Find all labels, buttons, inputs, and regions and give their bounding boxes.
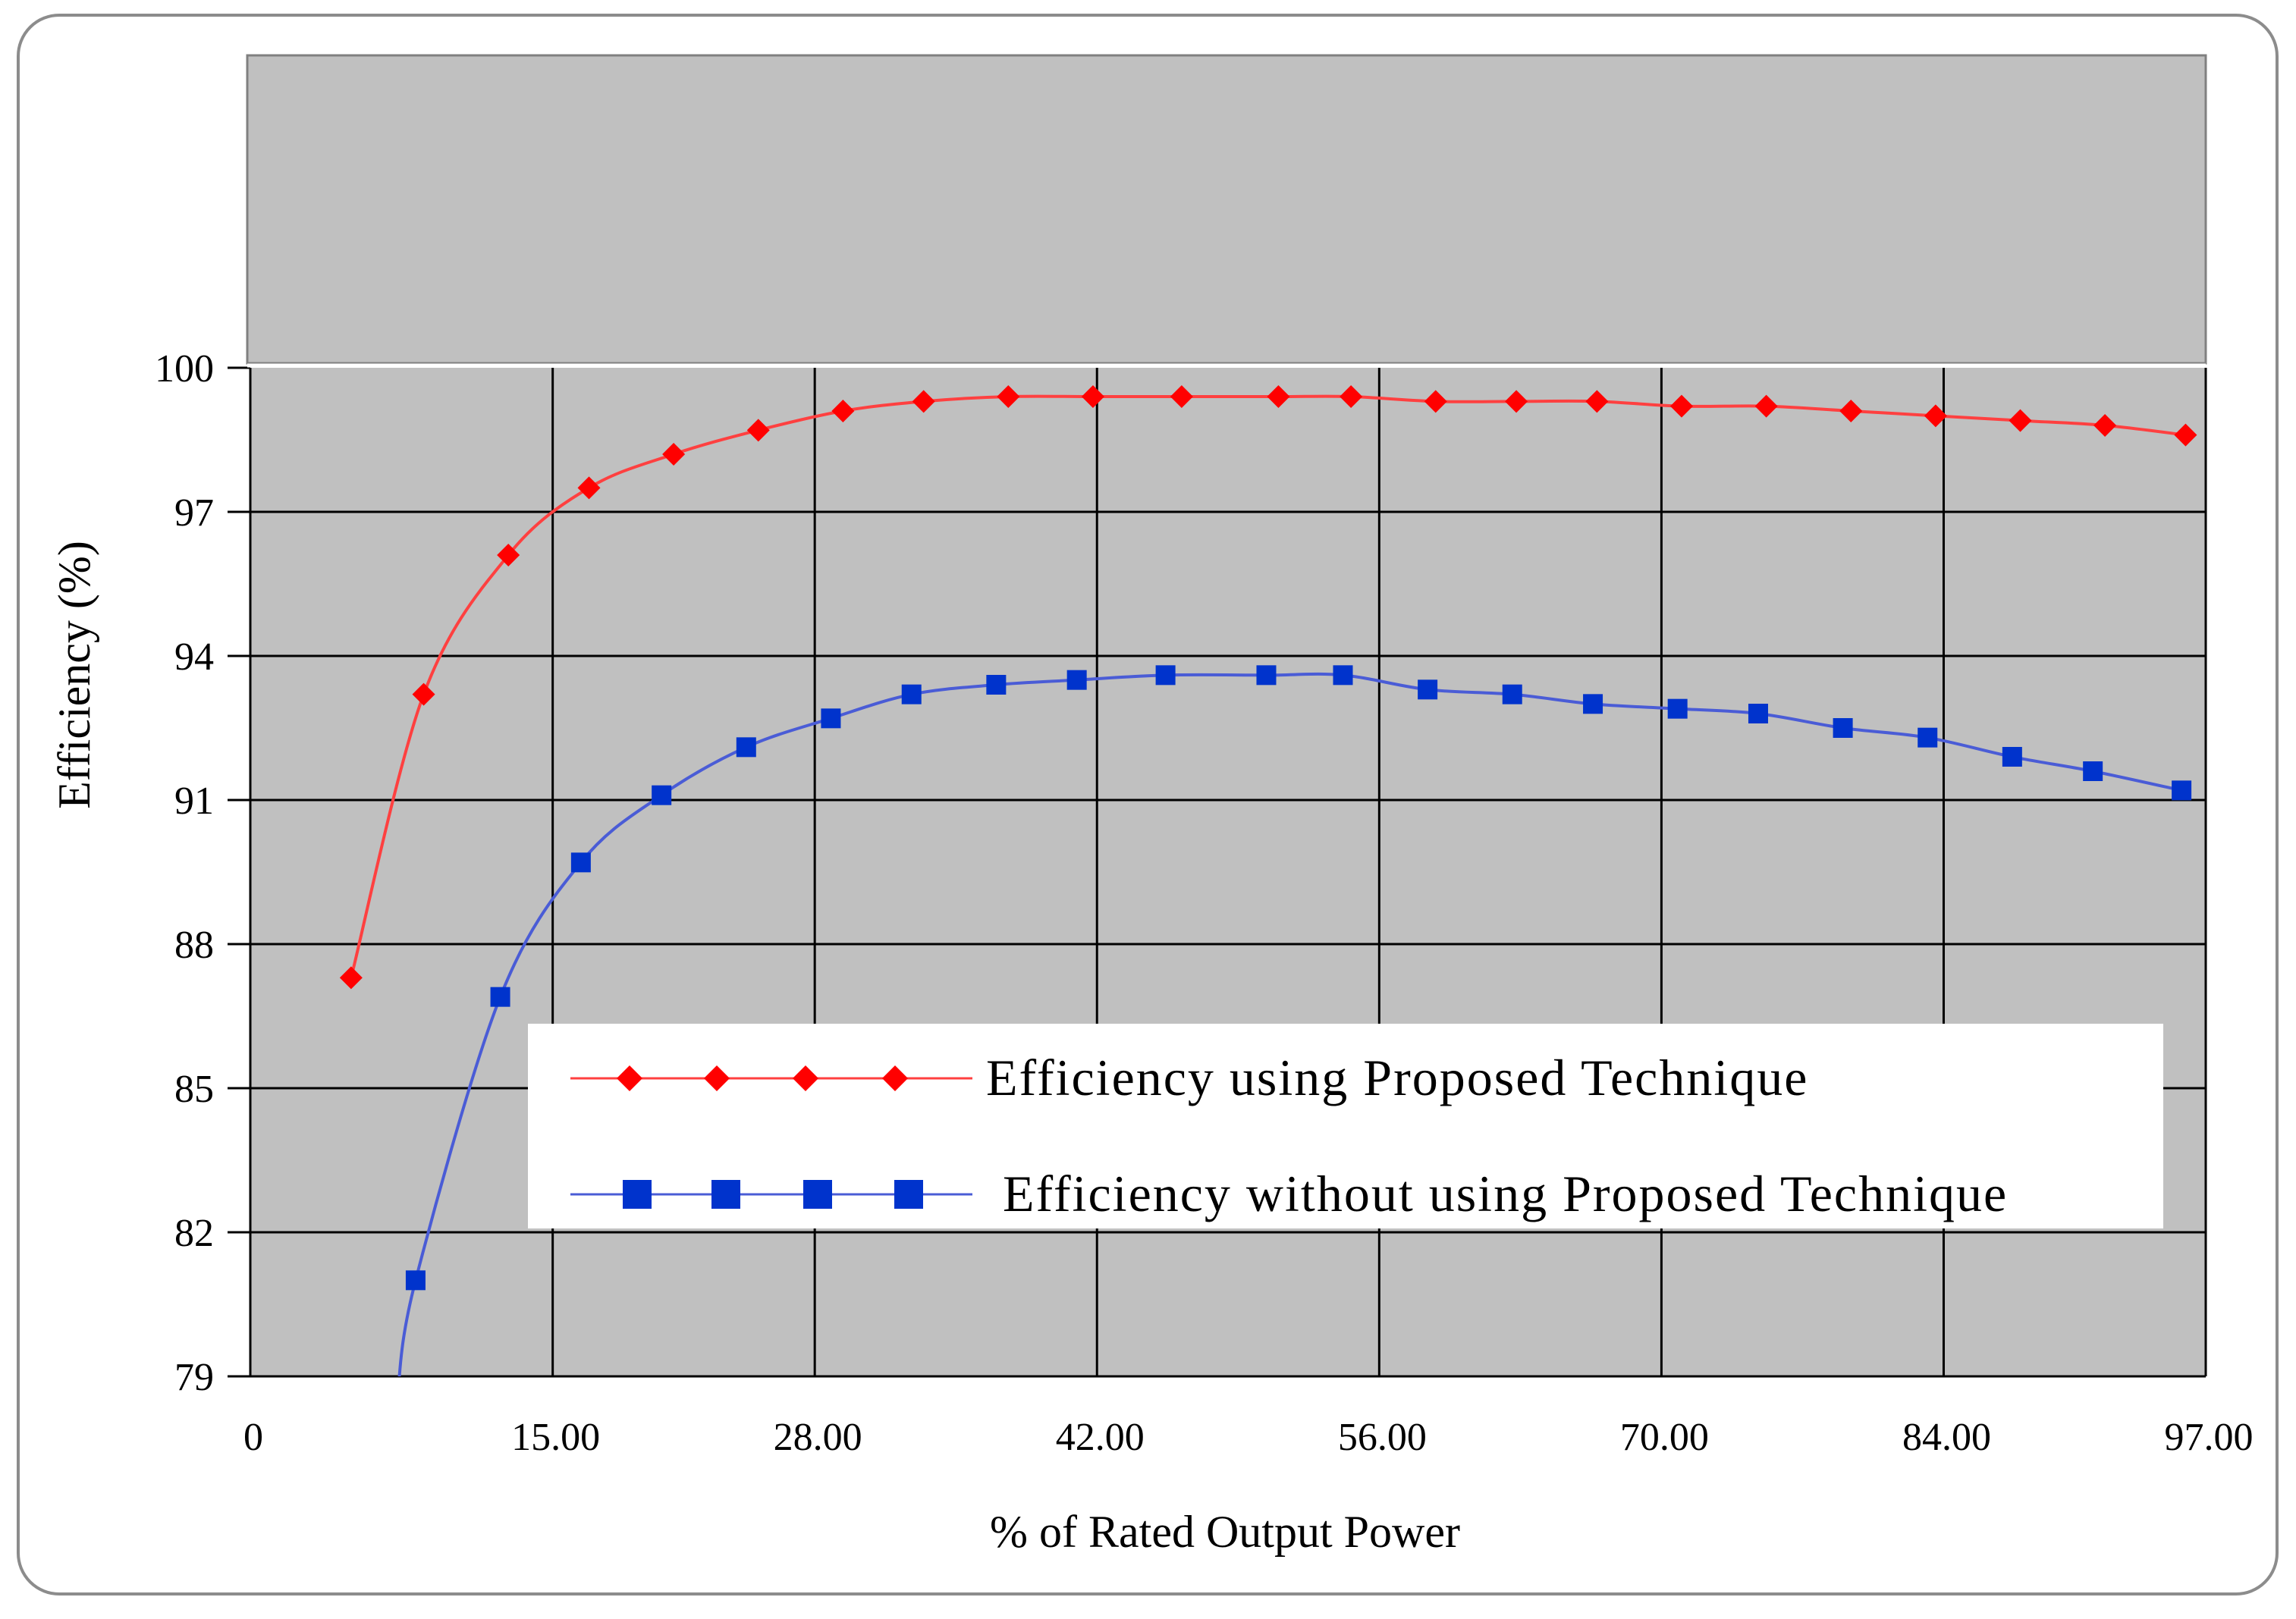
- data-point-diamond: [997, 385, 1020, 408]
- data-point-square: [1502, 684, 1522, 704]
- y-axis-title: Efficiency (%): [49, 541, 99, 809]
- data-point-square: [736, 737, 756, 758]
- x-tick-label: 28.00: [774, 1416, 862, 1459]
- x-tick-label: 0: [243, 1416, 263, 1459]
- y-tick-label: 79: [174, 1356, 214, 1399]
- data-point-diamond: [1669, 394, 1693, 418]
- x-tick-label: 70.00: [1620, 1416, 1709, 1459]
- legend-marker-diamond: [704, 1065, 730, 1091]
- data-point-diamond: [1170, 385, 1193, 408]
- data-point-diamond: [1585, 390, 1609, 413]
- data-point-square: [1418, 679, 1438, 700]
- data-point-diamond: [2009, 409, 2032, 432]
- data-point-diamond: [577, 476, 601, 500]
- data-point-diamond: [1505, 390, 1528, 413]
- legend-marker-square: [623, 1180, 652, 1209]
- series-layer: [339, 385, 2197, 1376]
- data-point-square: [986, 675, 1007, 695]
- data-point-diamond: [497, 544, 520, 566]
- data-point-diamond: [1081, 385, 1104, 408]
- data-point-square: [570, 852, 591, 873]
- data-point-square: [2083, 761, 2103, 781]
- data-point-square: [1833, 718, 1853, 738]
- data-point-diamond: [1267, 385, 1290, 408]
- data-point-square: [1667, 698, 1688, 719]
- legend-label: Efficiency using Proposed Technique: [986, 1049, 1808, 1106]
- x-tick-label: 42.00: [1056, 1416, 1145, 1459]
- data-point-square: [821, 708, 841, 729]
- data-point-diamond: [1924, 404, 1947, 428]
- data-point-square: [1066, 670, 1087, 690]
- data-point-square: [1583, 694, 1603, 714]
- data-point-diamond: [746, 419, 770, 442]
- data-point-diamond: [912, 390, 935, 413]
- data-point-diamond: [412, 682, 435, 706]
- data-point-square: [1748, 704, 1768, 723]
- x-tick-label: 97.00: [2165, 1416, 2254, 1459]
- legend-label: Efficiency without using Proposed Techni…: [1003, 1165, 2008, 1222]
- legend-marker-diamond: [617, 1065, 642, 1091]
- x-axis-title: % of Rated Output Power: [990, 1507, 1460, 1557]
- legend-marker-square: [894, 1180, 923, 1209]
- data-point-square: [1155, 665, 1176, 686]
- data-point-square: [2002, 747, 2022, 767]
- legend-marker-diamond: [882, 1065, 908, 1091]
- x-tick-label: 84.00: [1902, 1416, 1991, 1459]
- y-tick-label: 85: [174, 1068, 214, 1111]
- data-point-diamond: [1340, 385, 1363, 408]
- y-tick-label: 82: [174, 1212, 214, 1255]
- data-point-diamond: [1839, 400, 1863, 422]
- x-tick-label: 56.00: [1338, 1416, 1427, 1459]
- legend: Efficiency using Proposed Technique Effic…: [570, 1049, 2008, 1222]
- data-point-diamond: [2174, 423, 2197, 447]
- data-point-square: [652, 785, 672, 805]
- y-tick-label: 91: [174, 780, 214, 823]
- y-tick-label: 94: [174, 635, 214, 679]
- data-point-diamond: [1424, 390, 1447, 413]
- legend-marker-square: [711, 1180, 740, 1209]
- data-point-diamond: [339, 966, 363, 990]
- y-tick-labels: 79 82 85 88 91 94 97 100: [155, 347, 214, 1399]
- legend-marker-square: [803, 1180, 832, 1209]
- data-point-square: [490, 987, 510, 1007]
- data-point-diamond: [662, 443, 686, 466]
- x-tick-label: 15.00: [511, 1416, 600, 1459]
- data-point-diamond: [2093, 414, 2117, 437]
- data-point-diamond: [1754, 394, 1778, 418]
- data-point-diamond: [831, 400, 855, 422]
- data-point-square: [1333, 665, 1353, 686]
- data-point-square: [901, 684, 922, 704]
- y-tick-label: 100: [155, 347, 214, 391]
- y-tick-label: 88: [174, 924, 214, 967]
- plot-area-top: [246, 54, 2207, 365]
- data-point-square: [1918, 727, 1938, 748]
- data-point-square: [1256, 665, 1277, 686]
- y-tick-label: 97: [174, 491, 214, 535]
- data-point-square: [2172, 780, 2192, 801]
- legend-marker-diamond: [793, 1065, 818, 1091]
- data-point-square: [405, 1270, 426, 1291]
- x-tick-labels: 0 15.00 28.00 42.00 56.00 70.00 84.00 97.00: [243, 1416, 2254, 1459]
